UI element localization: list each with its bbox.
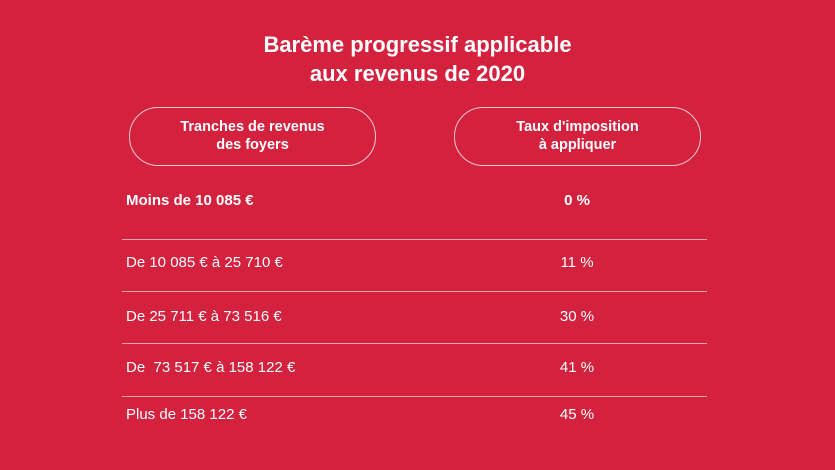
rate: 30 % — [559, 308, 595, 325]
bracket: Moins de 10 085 € — [126, 192, 254, 209]
rate: 0 % — [564, 192, 590, 209]
header-text: à appliquer — [538, 137, 617, 153]
rate: 41 % — [559, 359, 595, 376]
row-separator — [122, 291, 707, 292]
header-text: Taux d'imposition — [516, 119, 639, 135]
rate: 45 % — [559, 406, 595, 423]
bracket: De 73 517 € à 158 122 € — [126, 359, 296, 376]
bracket: De 10 085 € à 25 710 € — [126, 254, 283, 271]
bracket: Plus de 158 122 € — [126, 406, 247, 423]
header-pill — [129, 107, 376, 166]
row-separator — [122, 343, 707, 344]
title-line: Barème progressif applicable — [263, 32, 572, 57]
title-line: aux revenus de 2020 — [309, 61, 526, 86]
rate: 11 % — [560, 254, 594, 271]
bracket: De 25 711 € à 73 516 € — [126, 308, 282, 325]
row-separator — [122, 396, 707, 397]
row-separator — [122, 239, 707, 240]
header-pill — [454, 107, 701, 166]
header-text: des foyers — [216, 137, 289, 153]
header-text: Tranches de revenus — [180, 119, 325, 135]
